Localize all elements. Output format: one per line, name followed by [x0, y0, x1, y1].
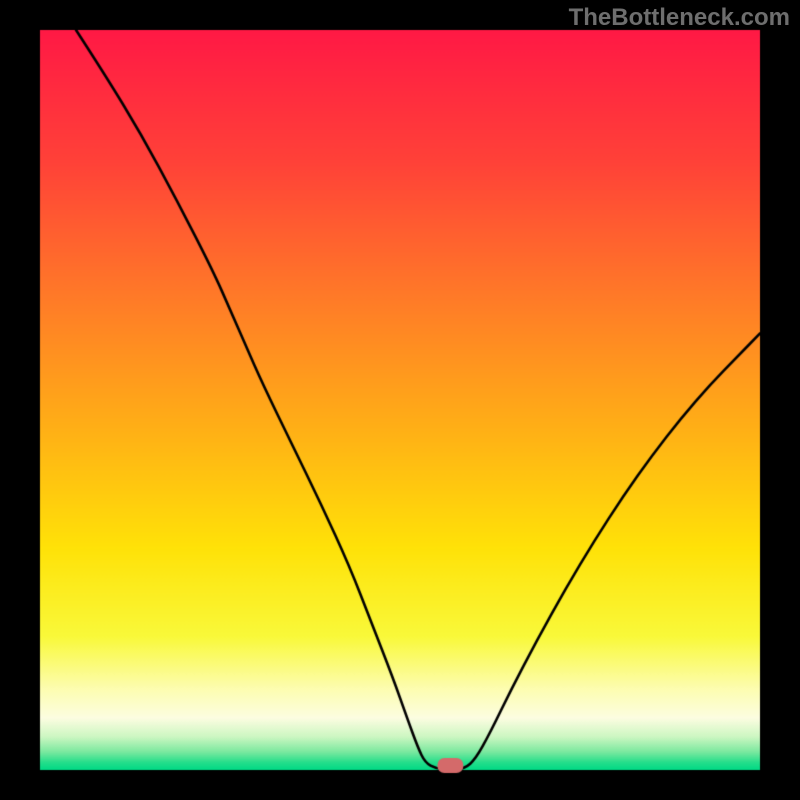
bottleneck-chart-canvas [0, 0, 800, 800]
chart-container: TheBottleneck.com [0, 0, 800, 800]
